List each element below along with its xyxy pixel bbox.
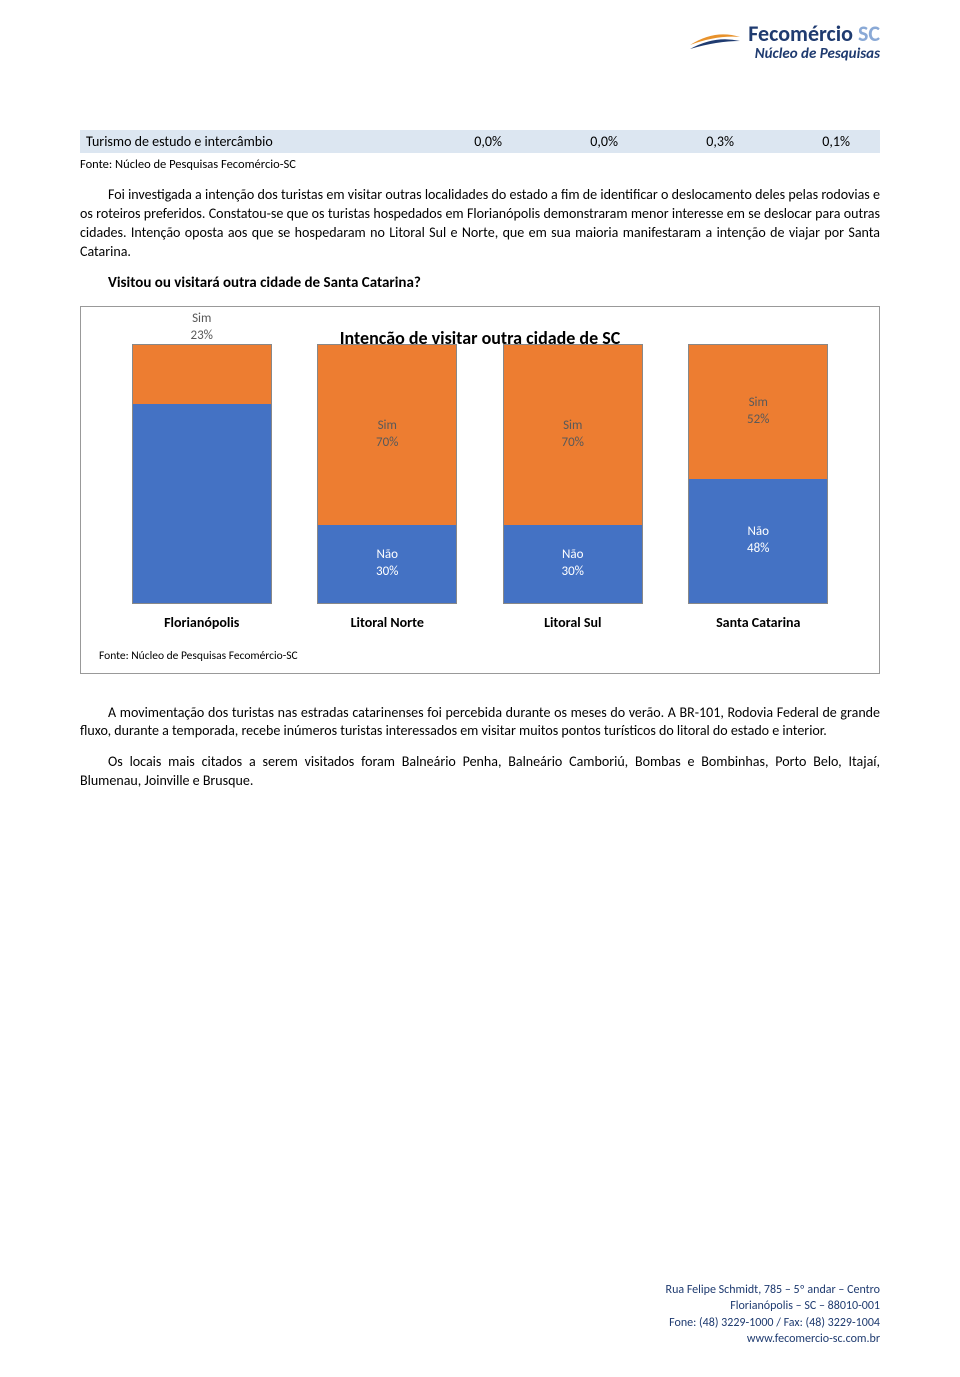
segment-nao: Não77% — [133, 404, 271, 603]
bar-stack: Sim23%Não77% — [132, 344, 272, 604]
bar-column: Sim23%Não77% Florianópolis — [127, 344, 277, 631]
segment-nao: Não48% — [689, 479, 827, 603]
segment-sim-label: Sim23% — [191, 311, 213, 345]
segment-sim: Sim23% — [133, 345, 271, 404]
segment-nao-label: Não77% — [102, 486, 125, 520]
logo-swoosh-icon — [685, 27, 745, 57]
bar-stack: Sim70%Não30% — [503, 344, 643, 604]
footer: Rua Felipe Schmidt, 785 – 5º andar – Cen… — [666, 1282, 880, 1347]
chart-bars: Sim23%Não77%FlorianópolisSim70%Não30%Lit… — [109, 371, 851, 631]
bar-column: Sim70%Não30% Litoral Norte — [312, 344, 462, 631]
category-label: Litoral Norte — [351, 614, 424, 631]
cell: 0,0% — [416, 130, 532, 153]
paragraph: A movimentação dos turistas nas estradas… — [80, 704, 880, 742]
footer-line: www.fecomercio-sc.com.br — [666, 1331, 880, 1347]
bar-column: Sim52%Não48% Santa Catarina — [683, 344, 833, 631]
segment-nao: Não30% — [318, 525, 456, 602]
category-label: Litoral Sul — [544, 614, 601, 631]
bar-stack: Sim70%Não30% — [317, 344, 457, 604]
category-label: Santa Catarina — [716, 614, 800, 631]
segment-sim: Sim52% — [689, 345, 827, 479]
cell: 0,0% — [532, 130, 648, 153]
question-heading: Visitou ou visitará outra cidade de Sant… — [108, 274, 880, 292]
table-row: Turismo de estudo e intercâmbio 0,0% 0,0… — [80, 130, 880, 153]
category-label: Florianópolis — [164, 614, 239, 631]
paragraph: Foi investigada a intenção dos turistas … — [80, 186, 880, 262]
footer-line: Rua Felipe Schmidt, 785 – 5º andar – Cen… — [666, 1282, 880, 1298]
segment-sim: Sim70% — [318, 345, 456, 526]
logo-subline: Núcleo de Pesquisas — [748, 45, 880, 63]
logo-brand: Fecomércio SC — [748, 20, 880, 47]
footer-line: Florianópolis – SC – 88010-001 — [666, 1298, 880, 1314]
footer-line: Fone: (48) 3229-1000 / Fax: (48) 3229-10… — [666, 1315, 880, 1331]
bar-stack: Sim52%Não48% — [688, 344, 828, 604]
segment-sim: Sim70% — [504, 345, 642, 526]
chart-container: Intenção de visitar outra cidade de SC S… — [80, 306, 880, 674]
cell: 0,1% — [764, 130, 880, 153]
cell: 0,3% — [648, 130, 764, 153]
bar-column: Sim70%Não30% Litoral Sul — [498, 344, 648, 631]
row-label: Turismo de estudo e intercâmbio — [80, 130, 416, 153]
chart-source: Fonte: Núcleo de Pesquisas Fecomércio-SC — [99, 649, 861, 663]
data-table: Turismo de estudo e intercâmbio 0,0% 0,0… — [80, 130, 880, 153]
paragraph: Os locais mais citados a serem visitados… — [80, 753, 880, 791]
table-source: Fonte: Núcleo de Pesquisas Fecomércio-SC — [80, 157, 880, 172]
segment-nao: Não30% — [504, 525, 642, 602]
header-logo: Fecomércio SC Núcleo de Pesquisas — [685, 20, 880, 63]
